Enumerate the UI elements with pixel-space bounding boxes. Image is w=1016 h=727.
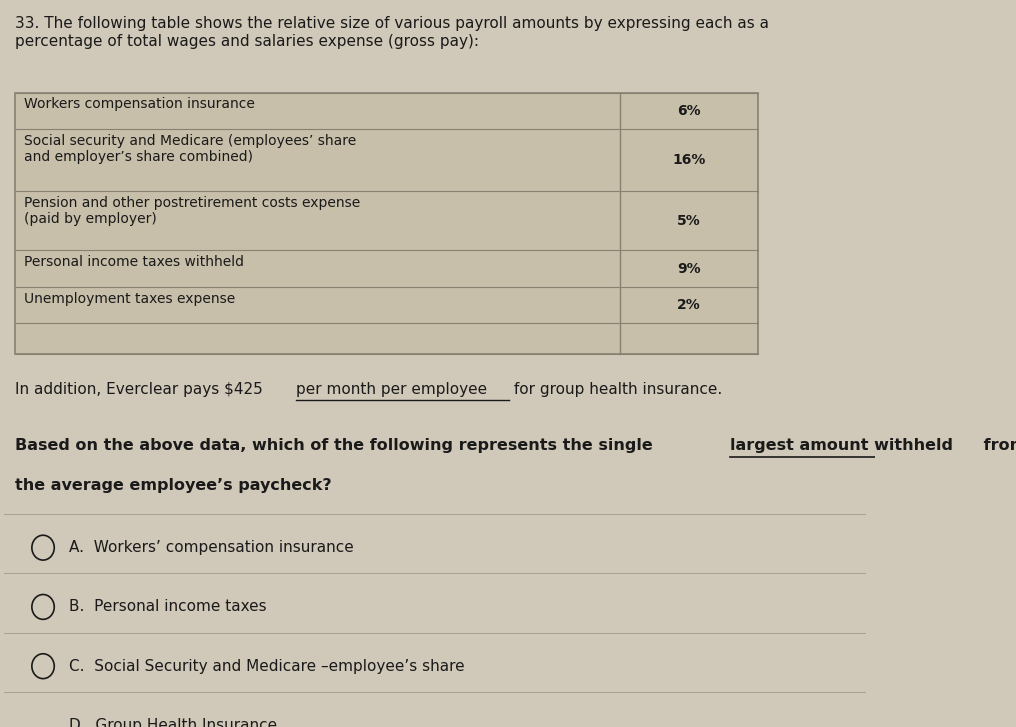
Text: 5%: 5% — [677, 214, 701, 228]
Text: A.  Workers’ compensation insurance: A. Workers’ compensation insurance — [69, 540, 354, 555]
Text: largest amount withheld: largest amount withheld — [731, 438, 953, 453]
Text: 2%: 2% — [677, 298, 701, 312]
Text: the average employee’s paycheck?: the average employee’s paycheck? — [15, 478, 332, 493]
Text: C.  Social Security and Medicare –employee’s share: C. Social Security and Medicare –employe… — [69, 659, 464, 674]
Text: Pension and other postretirement costs expense
(paid by employer): Pension and other postretirement costs e… — [24, 196, 361, 226]
Text: Based on the above data, which of the following represents the single: Based on the above data, which of the fo… — [15, 438, 658, 453]
Text: 33. The following table shows the relative size of various payroll amounts by ex: 33. The following table shows the relati… — [15, 16, 769, 49]
Text: from: from — [978, 438, 1016, 453]
Text: D.  Group Health Insurance: D. Group Health Insurance — [69, 718, 277, 727]
Text: 16%: 16% — [673, 153, 705, 167]
Text: Workers compensation insurance: Workers compensation insurance — [24, 97, 255, 111]
Text: 6%: 6% — [677, 104, 701, 118]
Text: 9%: 9% — [677, 262, 701, 276]
Text: Social security and Medicare (employees’ share
and employer’s share combined): Social security and Medicare (employees’… — [24, 134, 357, 164]
Bar — [15, 93, 758, 353]
Text: Unemployment taxes expense: Unemployment taxes expense — [24, 292, 236, 305]
Text: Personal income taxes withheld: Personal income taxes withheld — [24, 255, 244, 269]
Text: for group health insurance.: for group health insurance. — [509, 382, 721, 398]
Text: per month per employee: per month per employee — [297, 382, 488, 398]
Text: B.  Personal income taxes: B. Personal income taxes — [69, 600, 266, 614]
Text: In addition, Everclear pays $425: In addition, Everclear pays $425 — [15, 382, 268, 398]
